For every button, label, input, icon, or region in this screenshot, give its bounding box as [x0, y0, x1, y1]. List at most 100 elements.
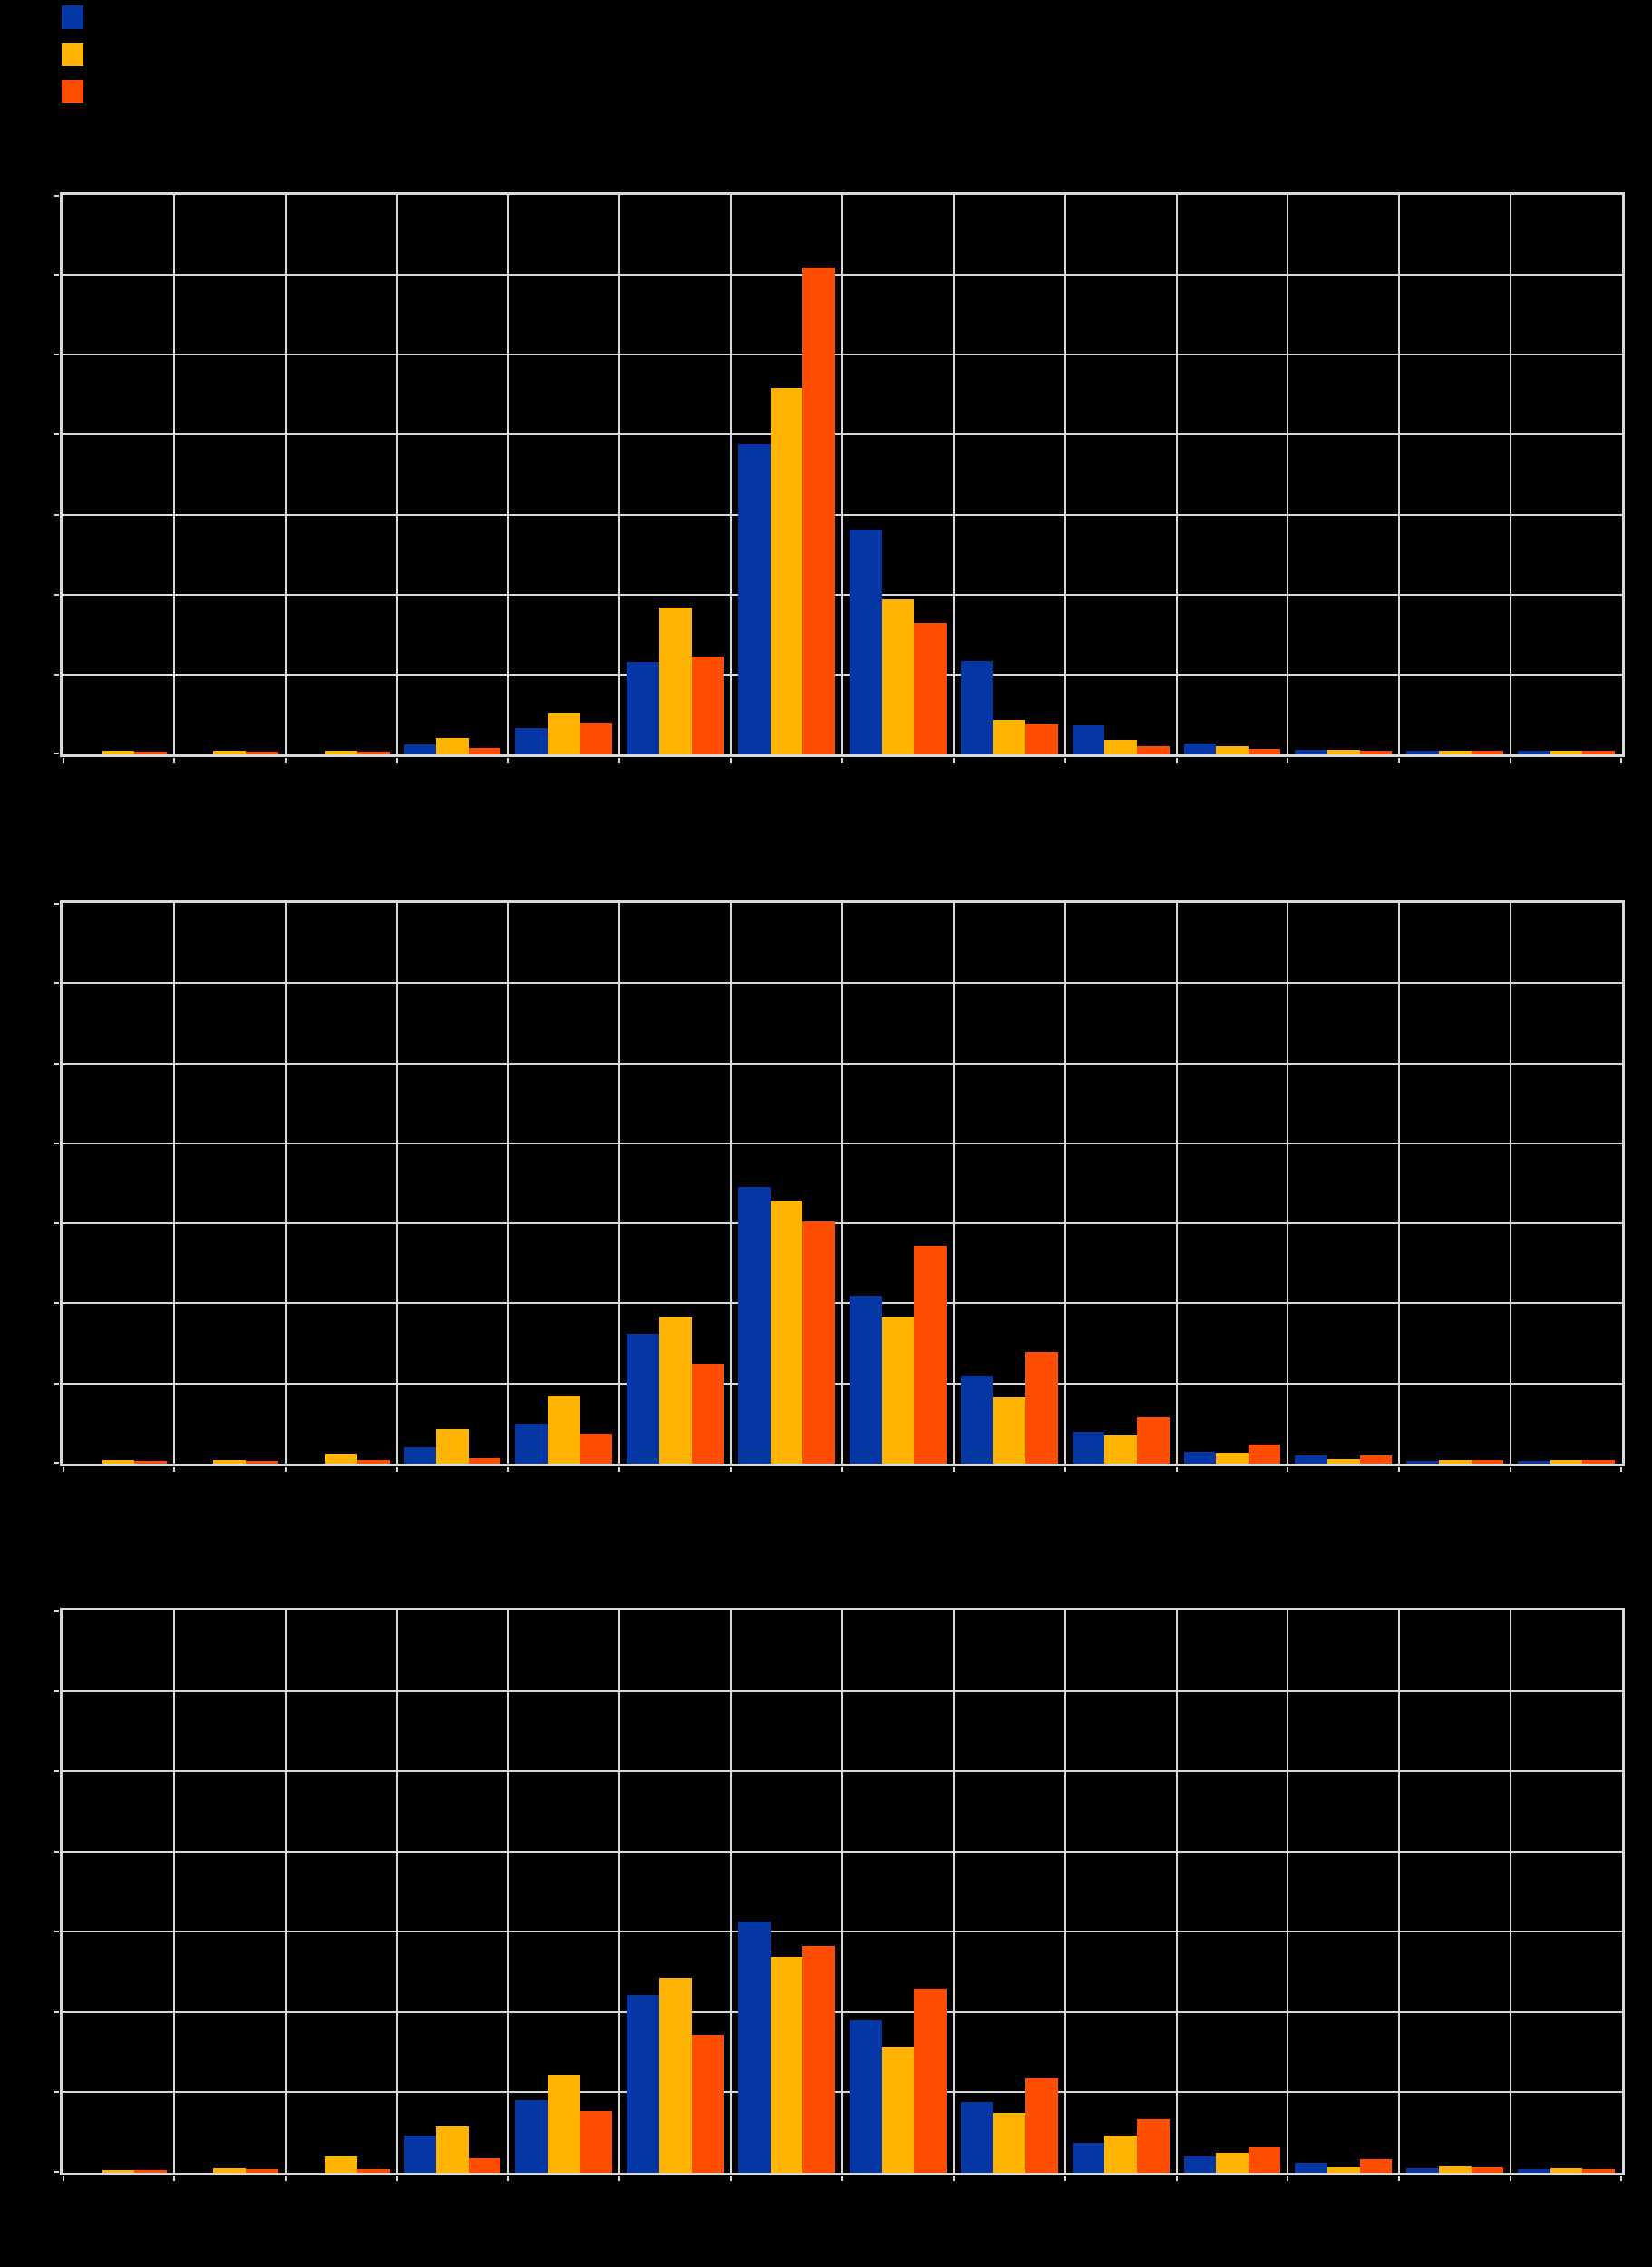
bar-series-orange-bin9 — [1025, 1352, 1058, 1464]
x-axis-tick — [63, 2176, 64, 2181]
gridline-vertical — [730, 1610, 733, 2173]
x-axis-tick — [1287, 758, 1289, 763]
bar-series-orange-bin8 — [914, 1989, 947, 2173]
bar-series-orange-bin12 — [1359, 1455, 1393, 1464]
bar-series-orange-bin14 — [1582, 751, 1615, 754]
gridline-vertical — [284, 195, 287, 754]
bar-series-amber-bin1 — [102, 2170, 135, 2173]
gridline-vertical — [618, 903, 621, 1464]
x-axis-tick — [395, 2176, 398, 2181]
bar-series-orange-bin11 — [1248, 1444, 1281, 1464]
bar-series-amber-bin11 — [1216, 1452, 1249, 1464]
y-axis-tick — [54, 673, 59, 676]
x-axis-tick — [730, 758, 733, 763]
bar-series-orange-bin11 — [1248, 748, 1281, 754]
bar-series-orange-bin7 — [802, 1221, 835, 1464]
bar-series-amber-bin8 — [881, 2046, 915, 2173]
bar-series-orange-bin13 — [1471, 751, 1504, 754]
bar-series-blue-bin7 — [738, 1187, 771, 1464]
gridline-vertical — [730, 195, 733, 754]
legend-item-1 — [62, 5, 94, 29]
y-axis-tick — [54, 433, 59, 436]
gridline-vertical — [1175, 903, 1178, 1464]
bar-series-blue-bin9 — [960, 2102, 994, 2173]
bar-series-amber-bin13 — [1438, 750, 1472, 754]
x-axis-tick — [507, 758, 510, 763]
bar-series-amber-bin5 — [548, 713, 580, 754]
x-axis-tick — [395, 758, 398, 763]
gridline-vertical — [284, 1610, 287, 2173]
x-axis-tick — [1620, 2176, 1622, 2181]
y-axis-tick — [54, 1610, 59, 1612]
bar-series-amber-bin4 — [436, 737, 469, 754]
bar-series-blue-bin9 — [960, 660, 994, 754]
bar-series-orange-bin9 — [1025, 723, 1058, 754]
bar-series-amber-bin9 — [993, 2112, 1026, 2173]
gridline-vertical — [952, 195, 955, 754]
x-axis-tick — [952, 1467, 955, 1472]
gridline-horizontal — [63, 1382, 1622, 1385]
x-axis-tick — [395, 1467, 398, 1472]
y-axis-tick — [54, 354, 59, 356]
x-axis-tick — [1398, 2176, 1401, 2181]
legend-swatch-amber — [62, 43, 83, 66]
bar-series-blue-bin6 — [627, 661, 659, 754]
bar-series-amber-bin3 — [325, 1453, 357, 1464]
bar-series-orange-bin12 — [1359, 2158, 1393, 2173]
bar-series-amber-bin8 — [881, 599, 915, 754]
bar-series-amber-bin9 — [993, 720, 1026, 754]
x-axis-tick — [63, 758, 64, 763]
bar-series-blue-bin10 — [1072, 725, 1105, 754]
bar-series-orange-bin13 — [1471, 2166, 1504, 2173]
y-axis-tick — [54, 593, 59, 596]
x-axis-tick — [618, 758, 621, 763]
bar-series-orange-bin3 — [356, 752, 390, 754]
gridline-horizontal — [63, 1931, 1622, 1933]
x-axis-tick — [1287, 2176, 1289, 2181]
gridline-vertical — [172, 903, 175, 1464]
bar-series-orange-bin2 — [246, 2169, 278, 2173]
bar-series-blue-bin8 — [849, 2019, 882, 2173]
y-axis-tick — [54, 1382, 59, 1385]
x-axis-tick — [1620, 1467, 1622, 1472]
x-axis-tick — [618, 1467, 621, 1472]
bar-series-blue-bin6 — [627, 1995, 659, 2173]
bar-series-blue-bin13 — [1406, 1461, 1439, 1464]
bar-series-amber-bin14 — [1550, 750, 1583, 754]
bar-series-blue-bin13 — [1406, 751, 1439, 754]
gridline-horizontal — [63, 1062, 1622, 1065]
bar-series-blue-bin8 — [849, 530, 882, 754]
bar-series-amber-bin1 — [102, 1460, 135, 1464]
gridline-vertical — [172, 1610, 175, 2173]
x-axis-tick — [1287, 1467, 1289, 1472]
gridline-vertical — [395, 195, 398, 754]
bar-series-amber-bin14 — [1550, 1459, 1583, 1464]
y-axis-tick — [54, 1142, 59, 1144]
y-axis-tick — [54, 1689, 59, 1692]
bar-series-orange-bin1 — [134, 2170, 167, 2173]
gridline-horizontal — [63, 433, 1622, 436]
bar-series-orange-bin14 — [1582, 2169, 1615, 2173]
y-axis-tick — [54, 1770, 59, 1773]
bar-series-orange-bin10 — [1136, 746, 1170, 754]
bar-series-orange-bin3 — [356, 2168, 390, 2173]
y-axis-tick — [54, 274, 59, 277]
bar-series-blue-bin7 — [738, 1921, 771, 2173]
bar-series-blue-bin12 — [1295, 2163, 1328, 2173]
bar-series-blue-bin4 — [403, 1447, 437, 1464]
bar-series-amber-bin7 — [770, 1201, 803, 1464]
bar-series-orange-bin12 — [1359, 750, 1393, 754]
bar-series-orange-bin8 — [914, 1245, 947, 1464]
gridline-horizontal — [63, 1142, 1622, 1144]
gridline-vertical — [1398, 1610, 1401, 2173]
x-axis-tick — [730, 2176, 733, 2181]
bar-series-amber-bin6 — [658, 607, 692, 754]
legend-item-2 — [62, 43, 94, 66]
gridline-vertical — [1398, 195, 1401, 754]
gridline-vertical — [1175, 1610, 1178, 2173]
bar-series-orange-bin9 — [1025, 2077, 1058, 2173]
bar-series-orange-bin6 — [691, 656, 724, 754]
bar-series-blue-bin11 — [1183, 743, 1217, 754]
bar-series-amber-bin2 — [213, 751, 247, 754]
x-axis-tick — [841, 1467, 843, 1472]
